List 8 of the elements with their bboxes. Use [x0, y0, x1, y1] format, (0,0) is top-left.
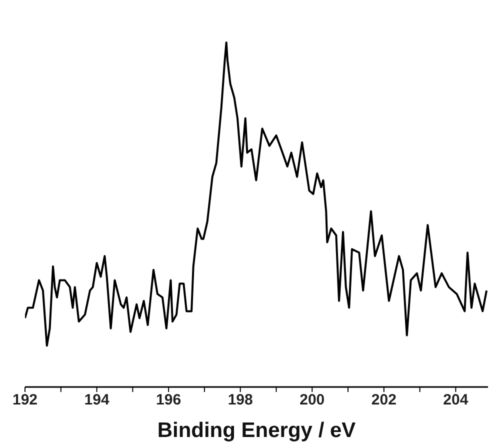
x-tick-label: 196 [156, 392, 182, 409]
x-axis-title: Binding Energy / eV [157, 419, 356, 442]
x-tick-label: 194 [84, 392, 110, 409]
x-tick-label: 198 [228, 392, 253, 409]
x-tick-label: 192 [12, 392, 38, 409]
x-tick-label: 200 [300, 392, 325, 409]
x-tick-label: 204 [443, 392, 469, 409]
x-tick-label: 202 [371, 392, 396, 409]
